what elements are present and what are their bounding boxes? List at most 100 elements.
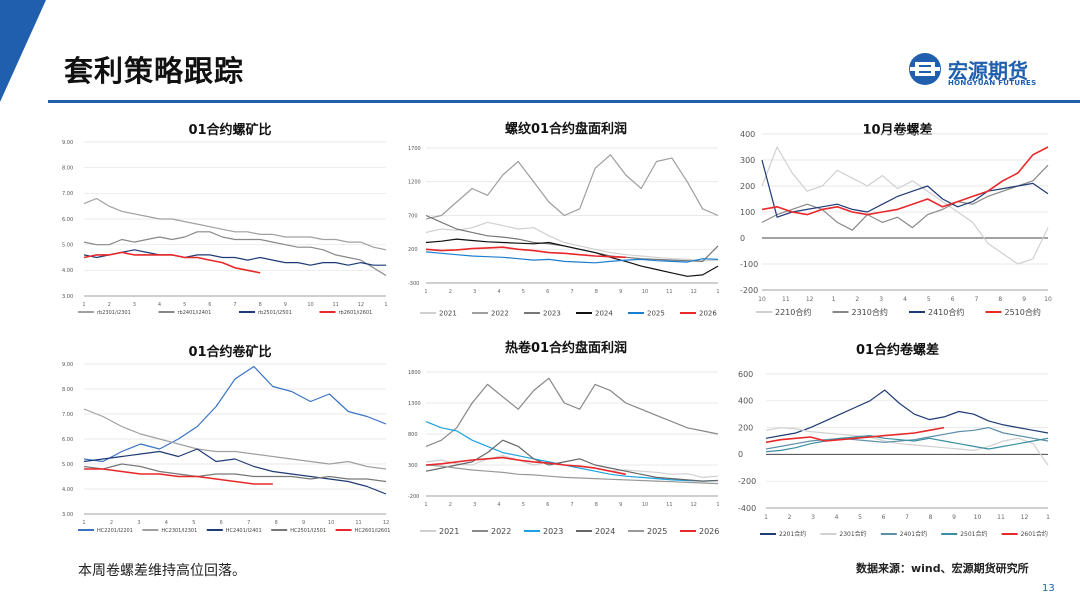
series-line-2026 <box>425 246 626 259</box>
series-line-2026 <box>425 456 626 476</box>
legend-label: HC2501/I2501 <box>290 528 326 534</box>
x-tick-label: 11 <box>997 514 1005 521</box>
x-tick-label: 8 <box>595 502 598 508</box>
x-tick-label: 10 <box>1044 296 1052 303</box>
x-tick-label: 4 <box>835 514 839 521</box>
x-tick-label: 7 <box>570 289 573 295</box>
legend-label: 2026 <box>699 527 719 536</box>
series-line-2023 <box>425 421 719 482</box>
y-tick-label: 1700 <box>408 146 421 152</box>
y-tick-label: 0 <box>738 450 743 459</box>
x-tick-label: 1 <box>832 296 836 303</box>
x-tick-label: 2 <box>108 302 111 308</box>
x-tick-label: 10 <box>328 520 334 526</box>
y-tick-label: 300 <box>408 463 418 469</box>
x-tick-label: 4 <box>165 520 168 526</box>
legend-label: 2025 <box>647 309 665 317</box>
y-tick-label: -200 <box>738 477 756 486</box>
x-tick-label: 10 <box>307 302 313 308</box>
legend-label: 2023 <box>543 309 561 317</box>
y-tick-label: -200 <box>740 286 758 295</box>
x-tick-label: 4 <box>158 302 161 308</box>
y-tick-label: 7.00 <box>62 412 73 418</box>
company-logo: 宏源期货 HONGYUAN FUTURES <box>908 52 1058 92</box>
y-tick-label: 700 <box>408 213 418 219</box>
legend-label: 2201合约 <box>779 530 806 538</box>
logo-subtitle: HONGYUAN FUTURES <box>948 79 1037 87</box>
x-tick-label: 1 <box>424 502 427 508</box>
x-tick-label: 8 <box>275 520 278 526</box>
chart-rb-profit: 螺纹01合约盘面利润 1700 1200 700 200 -300 1 2 3 4 5 6 7 8 9 10 1… <box>398 118 734 328</box>
legend-label: 2021 <box>439 309 457 317</box>
legend-label: rb2401/i2401 <box>178 310 212 316</box>
x-tick-label: 1 <box>82 520 85 526</box>
chart-oct-hc-rb-spread: 10月卷螺差 400 300 200 100 0 -100 -200 10 11 12 1 2 3 4 5 6 7… <box>730 118 1065 328</box>
page-number: 13 <box>1042 583 1055 594</box>
legend-label: 2021 <box>439 527 459 536</box>
x-tick-label: 10 <box>642 502 648 508</box>
y-tick-label: 5.00 <box>62 242 73 248</box>
series-line-2024 <box>425 238 719 277</box>
x-tick-label: 9 <box>284 302 287 308</box>
y-tick-label: -200 <box>408 494 419 500</box>
legend-label: 2601合约 <box>1021 530 1048 538</box>
y-tick-label: 0 <box>740 234 745 243</box>
x-tick-label: 10 <box>758 296 766 303</box>
series-line-2410合约 <box>761 159 1049 218</box>
series-line-rb2601/i2601 <box>83 251 261 274</box>
legend-label: 2023 <box>543 527 563 536</box>
chart-rb-ore-ratio: 01合约螺矿比 9.00 8.00 7.00 6.00 5.00 4.00 3.00 1 2 3 4 5… <box>60 118 400 328</box>
chart-title: 热卷01合约盘面利润 <box>505 340 627 356</box>
x-tick-label: 10 <box>642 289 648 295</box>
x-tick-label: 1 <box>1046 514 1050 521</box>
legend-label: 2024 <box>595 527 615 536</box>
legend-label: 2410合约 <box>928 307 964 317</box>
x-tick-label: 1 <box>82 302 85 308</box>
legend-label: 2025 <box>647 527 667 536</box>
legend-label: 2501合约 <box>960 530 987 538</box>
x-tick-label: 7 <box>247 520 250 526</box>
x-tick-label: 5 <box>192 520 195 526</box>
x-tick-label: 7 <box>233 302 236 308</box>
y-tick-label: -400 <box>738 504 756 513</box>
x-tick-label: 9 <box>619 502 622 508</box>
y-tick-label: 1800 <box>408 370 421 376</box>
legend-label: 2022 <box>491 527 511 536</box>
y-tick-label: 5.00 <box>62 462 73 468</box>
y-tick-label: 400 <box>740 130 755 139</box>
y-tick-label: 3.00 <box>62 512 73 518</box>
x-tick-label: 8 <box>259 302 262 308</box>
legend-label: 2401合约 <box>900 530 927 538</box>
x-tick-label: 5 <box>927 296 931 303</box>
x-tick-label: 2 <box>110 520 113 526</box>
x-tick-label: 2 <box>449 502 452 508</box>
x-tick-label: 5 <box>183 302 186 308</box>
chart-title: 01合约卷矿比 <box>188 344 271 360</box>
series-line-2310合约 <box>761 164 1049 231</box>
chart-title: 01合约螺矿比 <box>188 122 271 138</box>
x-tick-label: 4 <box>497 289 500 295</box>
series-line-2601合约 <box>765 426 945 444</box>
legend-label: 2301合约 <box>839 530 866 538</box>
x-tick-label: 6 <box>546 289 549 295</box>
x-tick-label: 9 <box>952 514 956 521</box>
series-line-2022 <box>425 377 719 447</box>
x-tick-label: 3 <box>473 502 476 508</box>
x-tick-label: 1 <box>384 302 387 308</box>
y-tick-label: 9.00 <box>62 140 73 146</box>
series-line-rb2401/i2401 <box>83 231 387 277</box>
y-tick-label: 9.00 <box>62 362 73 368</box>
series-line-2210合约 <box>761 146 1049 265</box>
y-tick-label: 300 <box>740 156 755 165</box>
data-source: 数据来源：wind、宏源期货研究所 <box>856 562 1029 575</box>
x-tick-label: 11 <box>355 520 361 526</box>
series-line-HC2401/I2401 <box>83 448 387 495</box>
x-tick-label: 2 <box>855 296 859 303</box>
header-divider <box>48 100 1080 103</box>
legend-label: HC2301/I2301 <box>161 528 197 534</box>
series-line-2510合约 <box>761 146 1049 216</box>
series-line-HC2601/I2601 <box>84 468 273 485</box>
